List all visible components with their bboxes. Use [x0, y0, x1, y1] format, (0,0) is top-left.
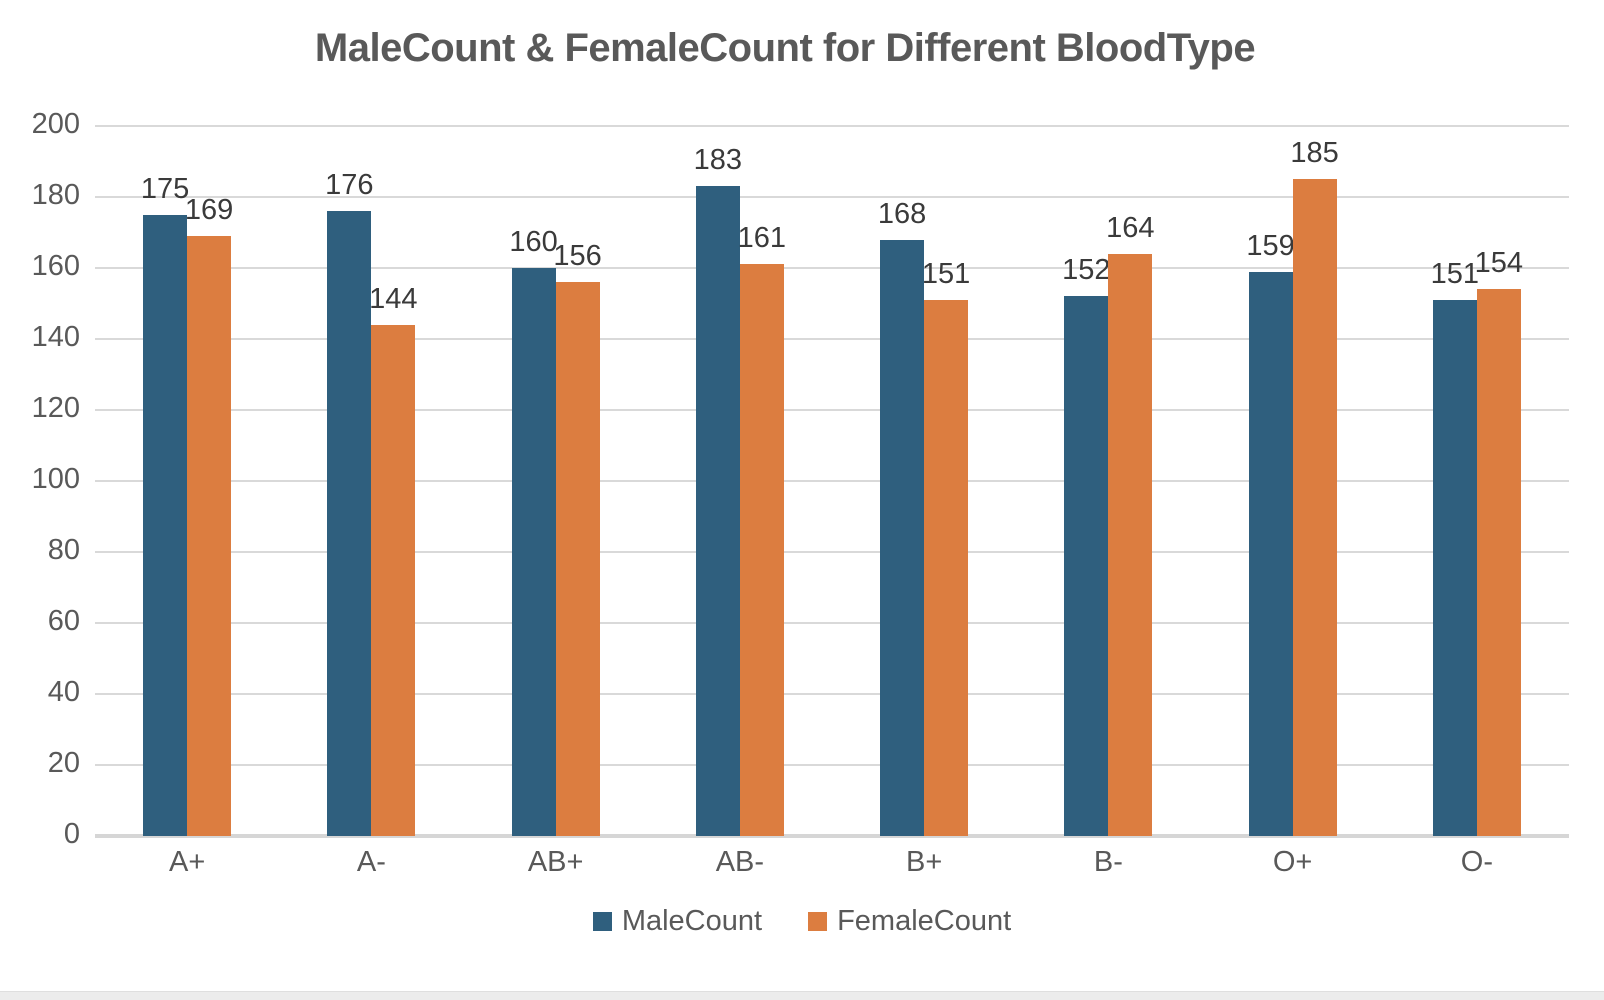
data-label-malecount-b-: 152 — [1062, 254, 1111, 287]
bar-femalecount-o+ — [1292, 179, 1337, 836]
gridline-140 — [95, 338, 1569, 340]
data-label-malecount-ab-: 183 — [693, 144, 743, 177]
gridline-160 — [95, 267, 1569, 269]
y-tick-label-60: 60 — [47, 605, 80, 637]
x-tick-label-a+: A+ — [168, 846, 206, 878]
legend-swatch-malecount — [592, 912, 612, 931]
data-label-malecount-o+: 159 — [1246, 229, 1295, 262]
bar-femalecount-ab+ — [555, 282, 600, 836]
bar-malecount-a- — [327, 211, 372, 836]
x-tick-label-b-: B- — [1093, 846, 1123, 878]
bar-malecount-o- — [1432, 299, 1477, 836]
data-label-femalecount-b-: 164 — [1106, 211, 1155, 244]
data-label-femalecount-ab+: 156 — [553, 240, 602, 273]
bar-femalecount-a- — [371, 324, 416, 836]
bar-femalecount-o- — [1476, 289, 1521, 836]
x-tick-label-o+: O+ — [1272, 846, 1313, 878]
data-label-femalecount-b+: 151 — [921, 257, 971, 290]
bar-malecount-o+ — [1248, 271, 1293, 836]
data-label-femalecount-a+: 169 — [184, 194, 234, 227]
legend: MaleCount FemaleCount — [0, 905, 1604, 938]
y-tick-label-120: 120 — [31, 392, 80, 424]
x-tick-label-ab+: AB+ — [527, 846, 584, 878]
data-label-femalecount-o-: 154 — [1474, 247, 1524, 280]
gridline-40 — [95, 693, 1569, 695]
y-tick-label-200: 200 — [31, 108, 80, 140]
y-tick-label-0: 0 — [63, 818, 80, 850]
data-label-femalecount-o+: 185 — [1290, 137, 1339, 170]
bar-malecount-a+ — [143, 214, 188, 836]
bar-femalecount-a+ — [187, 236, 232, 836]
data-label-malecount-ab+: 160 — [509, 226, 558, 258]
y-tick-label-40: 40 — [47, 676, 80, 708]
bar-femalecount-b+ — [924, 299, 969, 836]
legend-item-femalecount: FemaleCount — [808, 905, 1011, 938]
legend-label-malecount: MaleCount — [621, 905, 763, 937]
chart-title: MaleCount & FemaleCount for Different Bl… — [314, 26, 1256, 70]
data-label-malecount-o-: 151 — [1430, 257, 1480, 290]
data-label-femalecount-ab-: 161 — [737, 222, 787, 255]
data-label-malecount-a-: 176 — [325, 169, 374, 202]
gridline-80 — [95, 551, 1569, 553]
legend-swatch-femalecount — [808, 912, 828, 931]
bar-femalecount-ab- — [739, 264, 784, 836]
data-label-malecount-b+: 168 — [877, 197, 927, 230]
x-tick-label-ab-: AB- — [715, 846, 765, 878]
legend-item-malecount: MaleCount — [592, 905, 763, 938]
y-tick-label-140: 140 — [31, 321, 80, 353]
y-tick-label-100: 100 — [31, 463, 80, 495]
y-tick-label-160: 160 — [31, 250, 80, 282]
gridline-100 — [95, 480, 1569, 482]
x-tick-label-b+: B+ — [905, 846, 943, 878]
gridline-200 — [95, 125, 1569, 127]
x-tick-label-o-: O- — [1460, 846, 1493, 878]
gridline-180 — [95, 196, 1569, 198]
gridline-20 — [95, 764, 1569, 766]
data-label-femalecount-a-: 144 — [369, 282, 418, 315]
x-axis-line — [95, 834, 1569, 838]
bar-malecount-ab- — [695, 186, 740, 836]
window-bottom-edge — [0, 991, 1604, 1000]
y-tick-label-80: 80 — [47, 534, 80, 566]
gridline-60 — [95, 622, 1569, 624]
legend-label-femalecount: FemaleCount — [837, 905, 1012, 937]
x-tick-label-a-: A- — [356, 846, 386, 878]
gridline-120 — [95, 409, 1569, 411]
y-tick-label-20: 20 — [47, 747, 80, 779]
bar-malecount-b- — [1064, 296, 1109, 836]
bar-malecount-b+ — [880, 239, 925, 836]
bar-femalecount-b- — [1108, 253, 1153, 836]
bar-malecount-ab+ — [511, 268, 556, 836]
y-tick-label-180: 180 — [31, 179, 80, 211]
data-label-malecount-a+: 175 — [140, 172, 190, 205]
